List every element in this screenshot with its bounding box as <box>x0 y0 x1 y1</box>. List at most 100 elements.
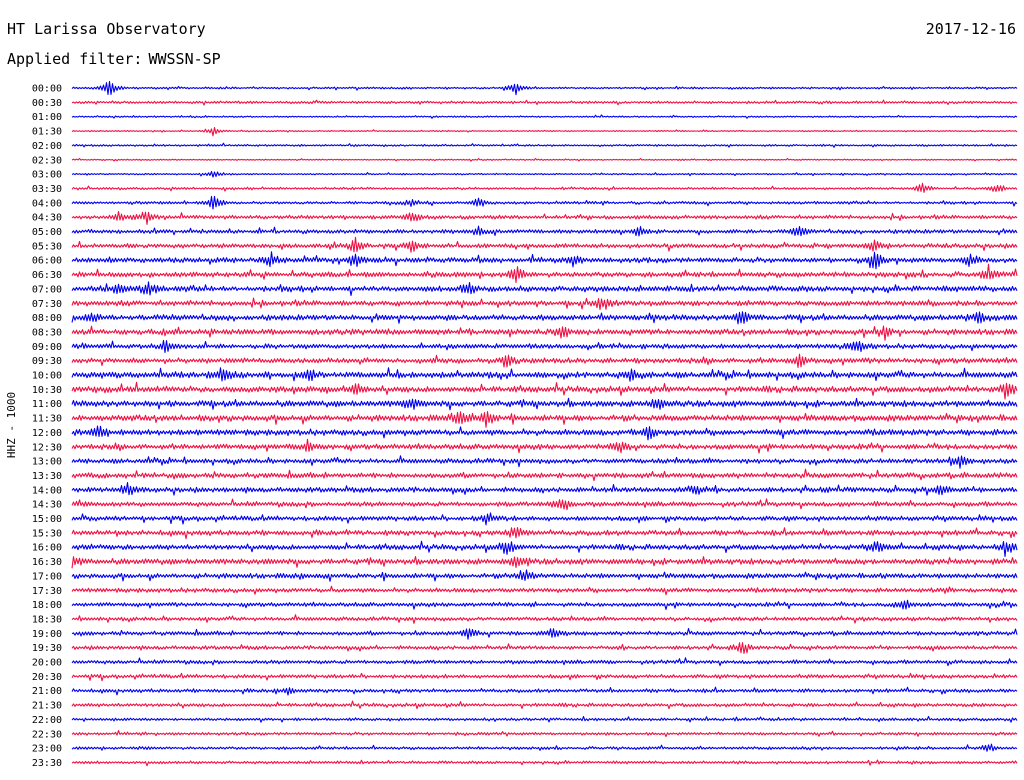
row-time-label: 03:30 <box>32 184 62 195</box>
seismic-trace <box>71 281 1018 297</box>
row-time-label: 15:00 <box>32 514 62 525</box>
seismic-trace <box>71 99 1018 106</box>
seismic-trace <box>71 325 1018 341</box>
row-time-label: 19:00 <box>32 629 62 640</box>
row-time-label: 00:00 <box>32 84 62 95</box>
row-time-label: 20:00 <box>32 658 62 669</box>
seismic-trace <box>71 540 1018 557</box>
row-time-label: 22:30 <box>32 729 62 740</box>
seismic-trace <box>71 743 1018 752</box>
seismic-trace <box>71 410 1018 428</box>
row-time-label: 12:00 <box>32 428 62 439</box>
row-time-label: 02:00 <box>32 141 62 152</box>
seismic-trace <box>71 157 1018 162</box>
seismic-trace <box>71 311 1018 325</box>
trace-group <box>71 80 1018 767</box>
row-time-label: 23:00 <box>32 744 62 755</box>
row-time-label: 10:30 <box>32 385 62 396</box>
row-time-label: 14:30 <box>32 500 62 511</box>
row-time-label: 18:00 <box>32 600 62 611</box>
seismic-trace <box>71 730 1018 738</box>
row-time-label: 06:30 <box>32 270 62 281</box>
seismic-trace <box>71 353 1018 368</box>
seismic-trace <box>71 599 1018 610</box>
row-time-label: 17:00 <box>32 571 62 582</box>
seismic-trace <box>71 297 1018 311</box>
seismic-trace <box>71 686 1018 696</box>
row-time-label: 22:00 <box>32 715 62 726</box>
seismic-trace <box>71 759 1018 767</box>
row-time-label: 18:30 <box>32 614 62 625</box>
seismic-trace <box>71 367 1018 382</box>
record-date: 2017-12-16 <box>925 20 1016 38</box>
row-time-label: 07:00 <box>32 284 62 295</box>
seismic-trace <box>71 512 1018 526</box>
seismic-trace <box>71 397 1018 411</box>
row-time-label: 01:30 <box>32 127 62 138</box>
filter-name: WWSSN-SP <box>148 50 221 68</box>
seismic-trace <box>71 627 1018 640</box>
row-time-label: 21:00 <box>32 686 62 697</box>
row-time-label: 09:00 <box>32 342 62 353</box>
row-time-label: 04:30 <box>32 213 62 224</box>
filter-label: Applied filter: <box>7 50 143 68</box>
row-time-label: 15:30 <box>32 528 62 539</box>
seismic-trace <box>71 498 1018 511</box>
seismic-trace <box>71 236 1018 253</box>
seismic-trace <box>71 614 1018 624</box>
row-time-label: 19:30 <box>32 643 62 654</box>
row-time-label: 13:30 <box>32 471 62 482</box>
seismic-trace <box>71 569 1018 582</box>
seismic-trace <box>71 700 1018 710</box>
seismic-trace <box>71 80 1018 96</box>
seismic-trace <box>71 425 1018 441</box>
row-time-label: 05:30 <box>32 241 62 252</box>
seismic-trace <box>71 555 1018 569</box>
row-time-label: 07:30 <box>32 299 62 310</box>
time-label-group: 00:00 00:30 01:00 01:30 02:00 02:30 03:00 03:30… <box>32 84 62 769</box>
row-time-label: 00:30 <box>32 98 62 109</box>
row-time-label: 13:00 <box>32 457 62 468</box>
row-time-label: 14:00 <box>32 485 62 496</box>
row-time-label: 08:30 <box>32 327 62 338</box>
seismic-trace <box>71 438 1018 454</box>
row-time-label: 12:30 <box>32 442 62 453</box>
channel-label: HHZ - 1000 <box>5 392 18 458</box>
row-time-label: 11:00 <box>32 399 62 410</box>
filter-info: Applied filter: WWSSN-SP <box>7 50 221 68</box>
row-time-label: 20:30 <box>32 672 62 683</box>
seismic-trace <box>71 211 1018 225</box>
seismic-trace <box>71 142 1018 148</box>
seismic-trace <box>71 225 1018 237</box>
row-time-label: 11:30 <box>32 414 62 425</box>
seismic-trace <box>71 455 1018 469</box>
row-time-label: 09:30 <box>32 356 62 367</box>
row-time-label: 08:00 <box>32 313 62 324</box>
row-time-label: 03:00 <box>32 170 62 181</box>
seismic-trace <box>71 672 1018 682</box>
seismic-trace <box>71 715 1018 723</box>
row-time-label: 04:00 <box>32 198 62 209</box>
row-time-label: 16:00 <box>32 543 62 554</box>
seismic-trace <box>71 527 1018 540</box>
seismic-trace <box>71 585 1018 596</box>
seismic-trace <box>71 126 1018 137</box>
row-time-label: 17:30 <box>32 586 62 597</box>
row-time-label: 06:00 <box>32 256 62 267</box>
seismic-trace <box>71 263 1018 283</box>
row-time-label: 23:30 <box>32 758 62 769</box>
row-time-label: 01:00 <box>32 112 62 123</box>
seismic-trace <box>71 114 1018 119</box>
row-time-label: 02:30 <box>32 155 62 166</box>
seismic-trace <box>71 251 1018 270</box>
seismic-trace <box>71 171 1018 178</box>
seismic-trace <box>71 195 1018 210</box>
row-time-label: 10:00 <box>32 371 62 382</box>
seismic-trace <box>71 657 1018 667</box>
row-time-label: 21:30 <box>32 701 62 712</box>
station-title: HT Larissa Observatory <box>7 20 206 38</box>
seismic-trace <box>71 468 1018 482</box>
row-time-label: 05:00 <box>32 227 62 238</box>
seismic-trace <box>71 182 1018 193</box>
